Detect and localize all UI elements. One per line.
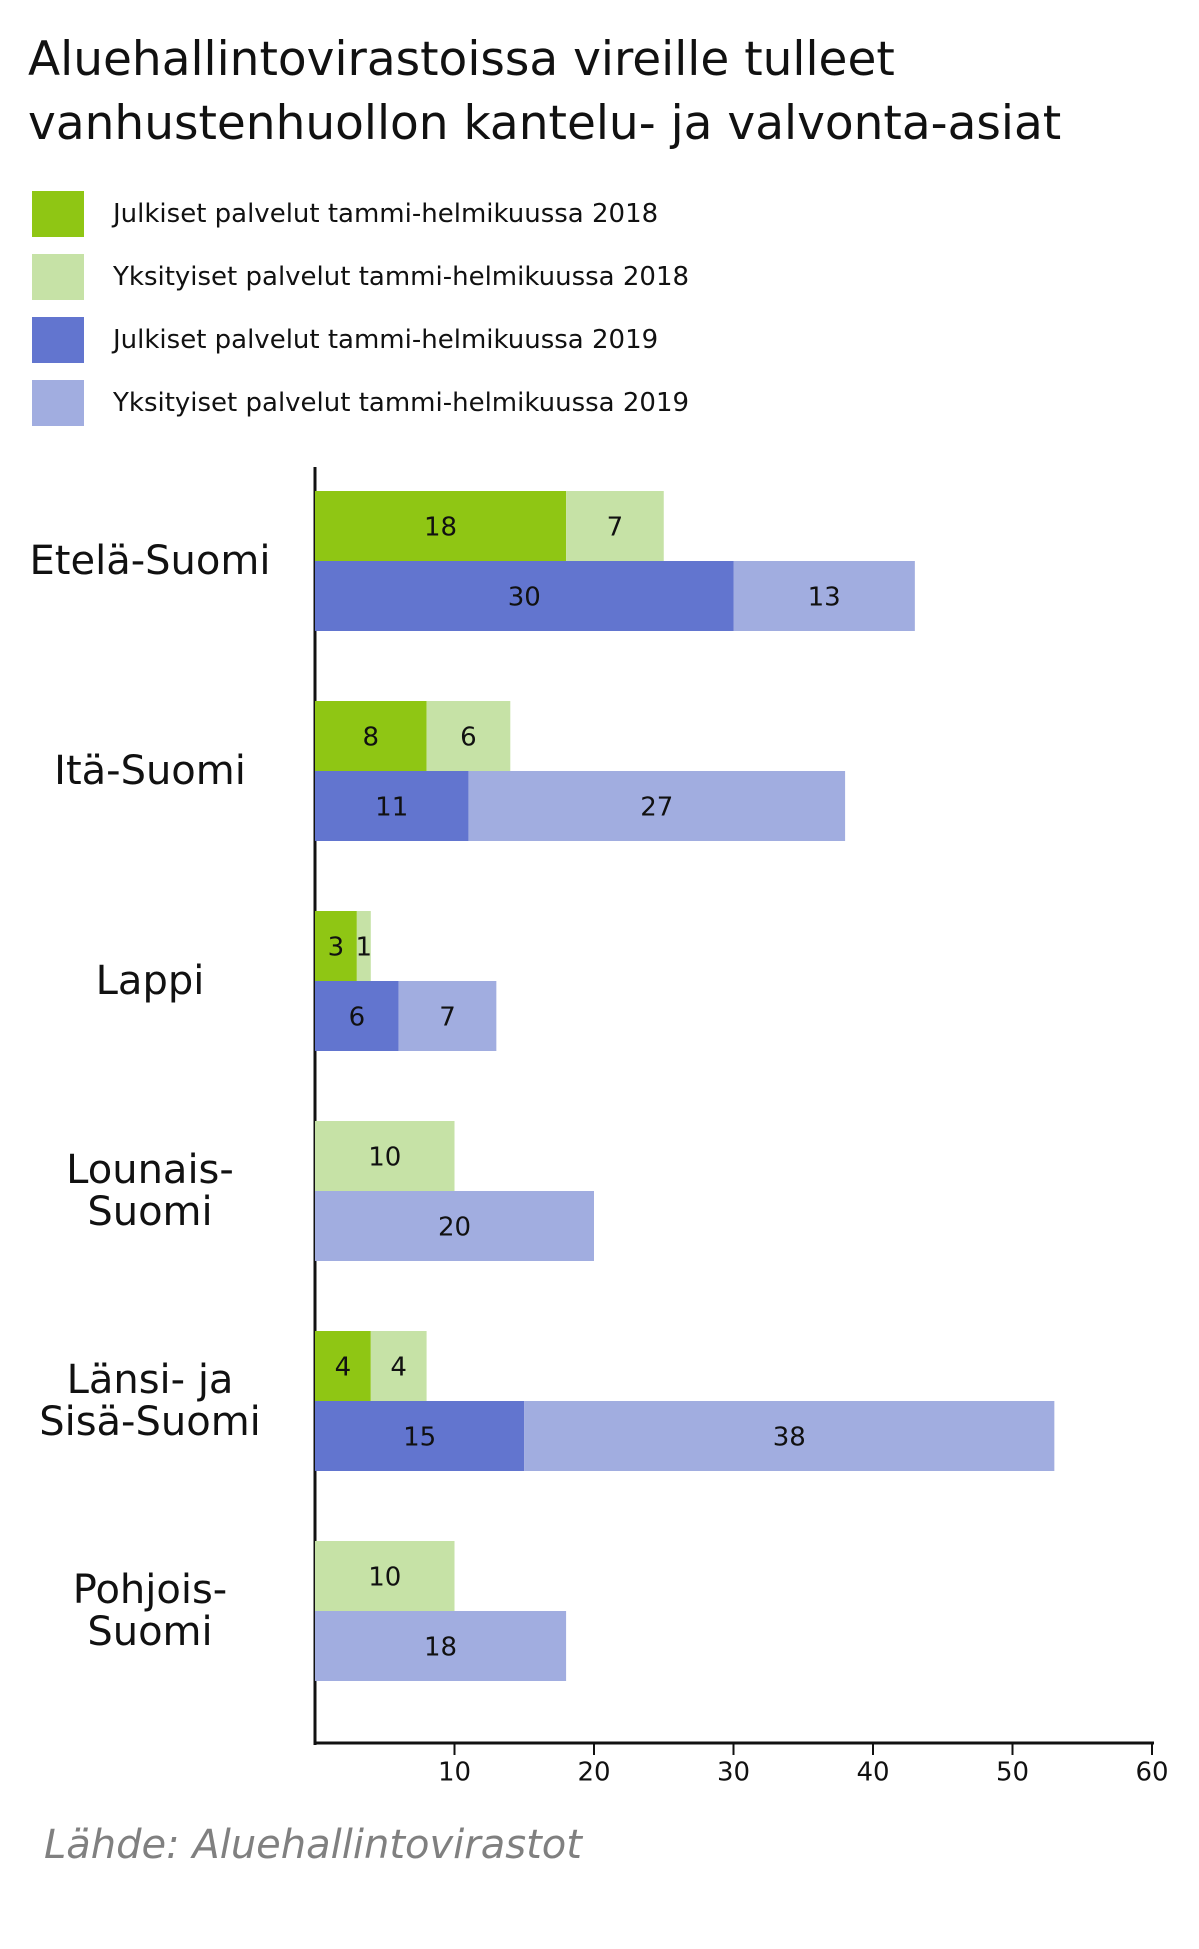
legend-swatch xyxy=(32,380,84,426)
bar-segment xyxy=(315,1401,525,1471)
value-label: 8 xyxy=(363,723,380,753)
value-label: 10 xyxy=(368,1563,401,1593)
legend-swatch xyxy=(32,191,84,237)
value-label: 4 xyxy=(390,1353,407,1383)
chart-title: Aluehallintovirastoissa vireille tulleet… xyxy=(28,32,1062,151)
legend-swatch xyxy=(32,317,84,363)
x-tick-label: 60 xyxy=(1135,1758,1168,1788)
bar-segment xyxy=(315,1611,567,1681)
value-label: 20 xyxy=(438,1213,471,1243)
category-label: Pohjois- Suomi xyxy=(72,1567,228,1655)
x-tick-label: 40 xyxy=(856,1758,889,1788)
legend-label: Julkiset palvelut tammi-helmikuussa 2018 xyxy=(113,199,659,229)
bar-segment xyxy=(315,1541,455,1611)
x-tick-label: 50 xyxy=(996,1758,1029,1788)
bar-segment xyxy=(315,981,399,1051)
x-tick-label: 20 xyxy=(577,1758,610,1788)
value-label: 15 xyxy=(403,1423,436,1453)
bar-segment xyxy=(468,771,846,841)
value-label: 10 xyxy=(368,1143,401,1173)
legend-swatch xyxy=(32,254,84,300)
legend-item: Yksityiset palvelut tammi-helmikuussa 20… xyxy=(32,254,689,300)
bar-segment xyxy=(315,1121,455,1191)
category-label: Lappi xyxy=(95,958,205,1004)
legend-label: Julkiset palvelut tammi-helmikuussa 2019 xyxy=(113,325,659,355)
bar-segment xyxy=(315,771,469,841)
value-label: 3 xyxy=(328,933,345,963)
bar-segment xyxy=(733,561,915,631)
legend-item: Julkiset palvelut tammi-helmikuussa 2018 xyxy=(32,191,658,237)
legend-item: Julkiset palvelut tammi-helmikuussa 2019 xyxy=(32,317,658,363)
value-label: 7 xyxy=(607,513,624,543)
bar-segment xyxy=(524,1401,1055,1471)
x-tick-label: 30 xyxy=(717,1758,750,1788)
x-tick-label: 10 xyxy=(438,1758,471,1788)
value-label: 7 xyxy=(439,1003,456,1033)
value-label: 38 xyxy=(773,1423,806,1453)
bar-segment xyxy=(356,911,371,981)
legend-item: Yksityiset palvelut tammi-helmikuussa 20… xyxy=(32,380,689,426)
category-label: Lounais- Suomi xyxy=(66,1147,234,1235)
bar-segment xyxy=(398,981,497,1051)
legend-label: Yksityiset palvelut tammi-helmikuussa 20… xyxy=(113,388,690,418)
bar-segment xyxy=(315,1191,594,1261)
value-label: 27 xyxy=(640,793,673,823)
value-label: 11 xyxy=(375,793,408,823)
value-label: 18 xyxy=(424,513,457,543)
value-label: 30 xyxy=(508,583,541,613)
bar-segment xyxy=(426,701,511,771)
bar-segment xyxy=(370,1331,427,1401)
bar-segment xyxy=(315,701,427,771)
value-label: 18 xyxy=(424,1633,457,1663)
bar-segment xyxy=(315,491,567,561)
bar-segment xyxy=(566,491,664,561)
bar-segment xyxy=(315,1331,371,1401)
value-label: 4 xyxy=(335,1353,352,1383)
value-label: 1 xyxy=(356,933,373,963)
value-label: 13 xyxy=(808,583,841,613)
category-label: Itä-Suomi xyxy=(54,748,246,794)
value-label: 6 xyxy=(460,723,477,753)
source-note: Lähde: Aluehallintovirastot xyxy=(44,1822,582,1868)
category-label: Etelä-Suomi xyxy=(29,538,271,584)
legend-label: Yksityiset palvelut tammi-helmikuussa 20… xyxy=(113,262,690,292)
value-label: 6 xyxy=(349,1003,366,1033)
bar-segment xyxy=(315,561,734,631)
category-label: Länsi- ja Sisä-Suomi xyxy=(39,1357,261,1445)
bar-segment xyxy=(315,911,357,981)
